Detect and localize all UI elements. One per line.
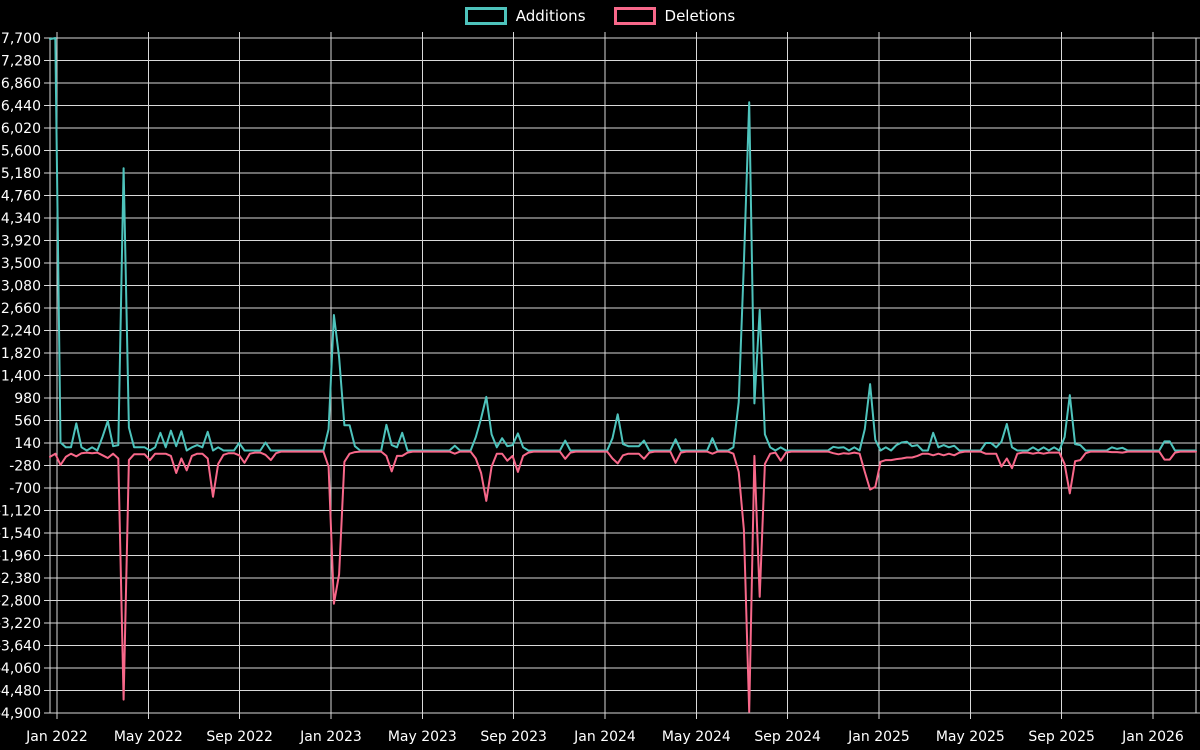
y-tick-label: 980 (14, 391, 41, 407)
y-tick-label: 7,700 (1, 31, 41, 47)
y-tick-label: 1,820 (1, 346, 41, 362)
x-tick-label: May 2023 (388, 729, 457, 745)
y-tick-label: 6,860 (1, 76, 41, 92)
x-tick-label: Sep 2023 (480, 729, 546, 745)
x-tick-label: May 2025 (936, 729, 1005, 745)
y-tick-label: -2,380 (0, 571, 41, 587)
x-tick-label: Jan 2026 (1121, 729, 1184, 745)
y-tick-label: 5,180 (1, 166, 41, 182)
y-axis-labels: 7,700 7,280 6,860 6,440 6,020 5,600 5,180 4,760… (0, 31, 41, 722)
y-tick-label: -1,960 (0, 549, 41, 565)
y-tick-label: 4,340 (1, 211, 41, 227)
chart-legend: Additions Deletions (0, 6, 1200, 26)
y-tick-label: 6,440 (1, 99, 41, 115)
x-tick-label: Jan 2023 (299, 729, 362, 745)
y-tick-label: 1,400 (1, 369, 41, 385)
x-tick-label: Sep 2022 (206, 729, 272, 745)
x-tick-label: Jan 2024 (573, 729, 636, 745)
y-tick-label: -4,900 (0, 706, 41, 722)
deletions-line (49, 450, 1197, 713)
y-tick-label: 6,020 (1, 121, 41, 137)
x-axis-labels: Jan 2022 May 2022 Sep 2022 Jan 2023 May 2023… (25, 729, 1184, 745)
y-tick-label: 7,280 (1, 54, 41, 70)
y-tick-label: -1,120 (0, 504, 41, 520)
x-tick-label: May 2022 (114, 729, 183, 745)
y-tick-label: 4,760 (1, 189, 41, 205)
additions-line (49, 37, 1197, 452)
deletions-swatch-icon (613, 7, 656, 25)
y-tick-label: 3,080 (1, 279, 41, 295)
y-tick-label: 560 (14, 414, 41, 430)
y-tick-label: 2,240 (1, 324, 41, 340)
y-tick-label: -1,540 (0, 526, 41, 542)
y-tick-label: 2,660 (1, 301, 41, 317)
y-tick-label: 140 (14, 436, 41, 452)
gridlines (50, 37, 1196, 714)
y-tick-label: 5,600 (1, 144, 41, 160)
legend-item-deletions[interactable]: Deletions (613, 6, 736, 26)
y-tick-label: -2,800 (0, 594, 41, 610)
x-tick-label: Sep 2025 (1028, 729, 1094, 745)
y-tick-label: 3,500 (1, 256, 41, 272)
x-tick-label: Jan 2025 (847, 729, 910, 745)
y-tick-label: -4,480 (0, 684, 41, 700)
y-tick-label: -3,220 (0, 616, 41, 632)
y-tick-label: -700 (9, 481, 41, 497)
legend-item-additions[interactable]: Additions (464, 6, 586, 26)
tick-marks (44, 32, 1200, 719)
legend-label-deletions: Deletions (664, 7, 736, 25)
x-tick-label: May 2024 (662, 729, 731, 745)
y-tick-label: -4,060 (0, 661, 41, 677)
legend-label-additions: Additions (515, 7, 586, 25)
y-tick-label: -3,640 (0, 639, 41, 655)
additions-swatch-icon (464, 7, 507, 25)
y-tick-label: 3,920 (1, 234, 41, 250)
x-tick-label: Jan 2022 (25, 729, 88, 745)
x-tick-label: Sep 2024 (754, 729, 821, 745)
y-tick-label: -280 (9, 459, 41, 475)
